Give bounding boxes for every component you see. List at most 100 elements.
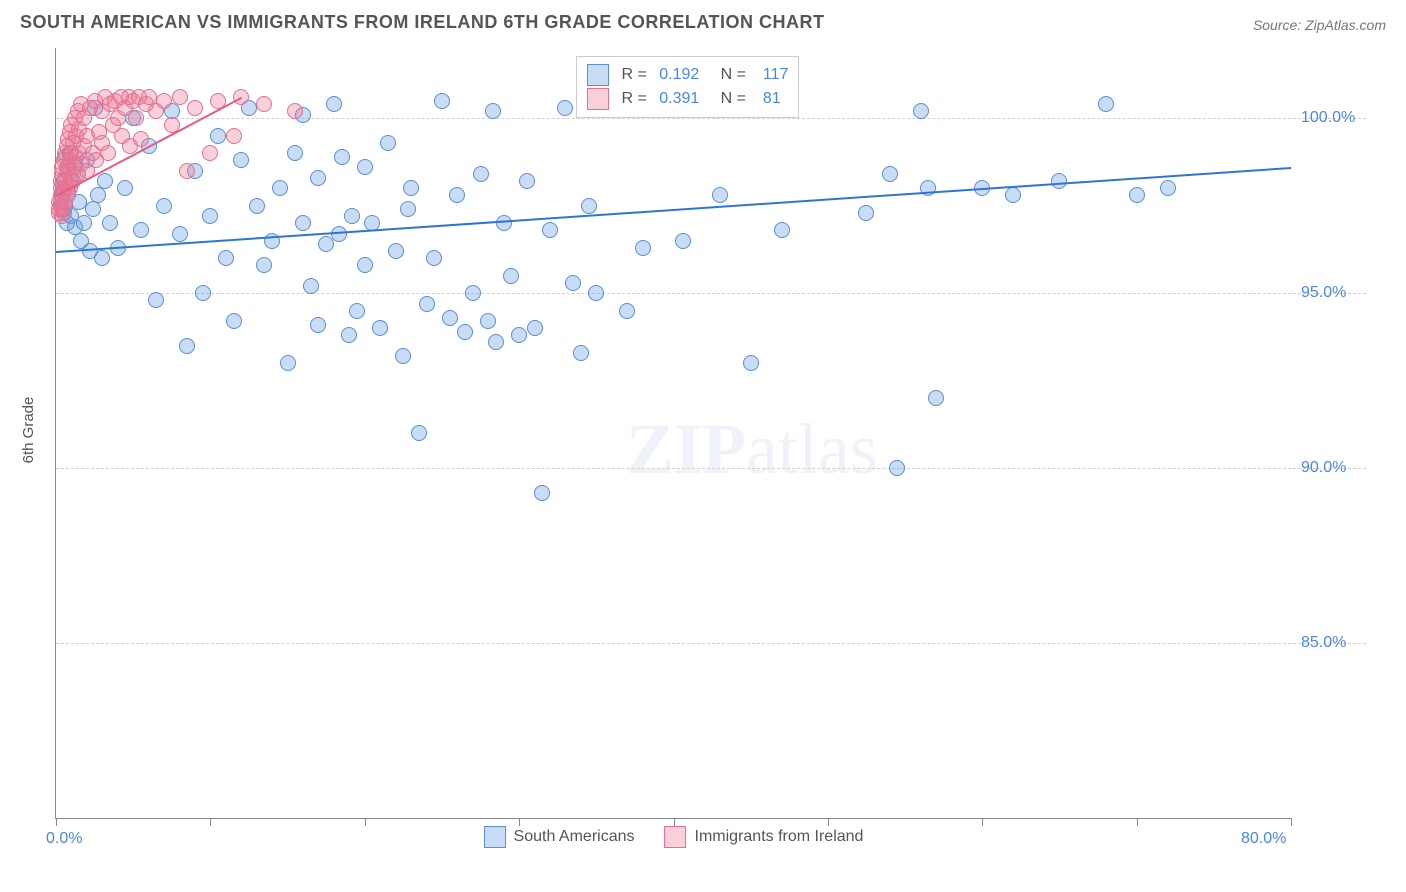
x-tick bbox=[1137, 818, 1138, 826]
data-point bbox=[341, 327, 357, 343]
x-tick bbox=[210, 818, 211, 826]
data-point bbox=[419, 296, 435, 312]
data-point bbox=[202, 208, 218, 224]
data-point bbox=[395, 348, 411, 364]
data-point bbox=[619, 303, 635, 319]
data-point bbox=[372, 320, 388, 336]
y-tick-label: 90.0% bbox=[1301, 459, 1346, 477]
data-point bbox=[156, 93, 172, 109]
data-point bbox=[388, 243, 404, 259]
data-point bbox=[100, 145, 116, 161]
x-tick bbox=[365, 818, 366, 826]
data-point bbox=[380, 135, 396, 151]
data-point bbox=[287, 145, 303, 161]
x-tick-label: 80.0% bbox=[1241, 830, 1286, 848]
data-point bbox=[712, 187, 728, 203]
legend-swatch bbox=[587, 88, 609, 110]
data-point bbox=[179, 338, 195, 354]
data-point bbox=[675, 233, 691, 249]
legend-item: Immigrants from Ireland bbox=[665, 826, 864, 848]
y-tick-label: 85.0% bbox=[1301, 634, 1346, 652]
trend-line bbox=[56, 167, 1291, 253]
data-point bbox=[503, 268, 519, 284]
x-tick-label: 0.0% bbox=[46, 830, 82, 848]
data-point bbox=[913, 103, 929, 119]
x-tick bbox=[1291, 818, 1292, 826]
data-point bbox=[172, 89, 188, 105]
data-point bbox=[85, 201, 101, 217]
data-point bbox=[226, 128, 242, 144]
legend-swatch bbox=[665, 826, 687, 848]
bottom-legend: South AmericansImmigrants from Ireland bbox=[484, 826, 864, 848]
chart-source: Source: ZipAtlas.com bbox=[1253, 17, 1386, 33]
data-point bbox=[774, 222, 790, 238]
data-point bbox=[295, 215, 311, 231]
chart-title: SOUTH AMERICAN VS IMMIGRANTS FROM IRELAN… bbox=[20, 12, 824, 33]
data-point bbox=[488, 334, 504, 350]
stats-legend: R = 0.192 N = 117 R = 0.391 N = 81 bbox=[576, 56, 799, 118]
x-tick bbox=[674, 818, 675, 826]
data-point bbox=[117, 180, 133, 196]
data-point bbox=[249, 198, 265, 214]
data-point bbox=[349, 303, 365, 319]
data-point bbox=[310, 170, 326, 186]
data-point bbox=[202, 145, 218, 161]
data-point bbox=[403, 180, 419, 196]
stats-row: R = 0.192 N = 117 bbox=[587, 63, 788, 87]
data-point bbox=[1051, 173, 1067, 189]
x-tick bbox=[519, 818, 520, 826]
data-point bbox=[187, 100, 203, 116]
data-point bbox=[179, 163, 195, 179]
data-point bbox=[76, 215, 92, 231]
data-point bbox=[256, 96, 272, 112]
data-point bbox=[272, 180, 288, 196]
data-point bbox=[1160, 180, 1176, 196]
chart-container: ZIPatlas 85.0%90.0%95.0%100.0%0.0%80.0% … bbox=[55, 48, 1385, 818]
data-point bbox=[102, 215, 118, 231]
data-point bbox=[882, 166, 898, 182]
data-point bbox=[287, 103, 303, 119]
data-point bbox=[557, 100, 573, 116]
data-point bbox=[473, 166, 489, 182]
data-point bbox=[1005, 187, 1021, 203]
data-point bbox=[480, 313, 496, 329]
plot-area: ZIPatlas 85.0%90.0%95.0%100.0%0.0%80.0% … bbox=[55, 48, 1291, 819]
data-point bbox=[344, 208, 360, 224]
data-point bbox=[172, 226, 188, 242]
data-point bbox=[635, 240, 651, 256]
legend-label: Immigrants from Ireland bbox=[695, 828, 864, 846]
data-point bbox=[133, 222, 149, 238]
data-point bbox=[90, 187, 106, 203]
data-point bbox=[426, 250, 442, 266]
grid-line bbox=[56, 118, 1366, 119]
data-point bbox=[310, 317, 326, 333]
x-tick bbox=[56, 818, 57, 826]
x-tick bbox=[828, 818, 829, 826]
data-point bbox=[465, 285, 481, 301]
data-point bbox=[226, 313, 242, 329]
data-point bbox=[326, 96, 342, 112]
data-point bbox=[485, 103, 501, 119]
data-point bbox=[588, 285, 604, 301]
data-point bbox=[457, 324, 473, 340]
data-point bbox=[195, 285, 211, 301]
y-tick-label: 100.0% bbox=[1301, 109, 1355, 127]
data-point bbox=[496, 215, 512, 231]
data-point bbox=[256, 257, 272, 273]
y-tick-label: 95.0% bbox=[1301, 284, 1346, 302]
data-point bbox=[442, 310, 458, 326]
data-point bbox=[511, 327, 527, 343]
data-point bbox=[357, 257, 373, 273]
data-point bbox=[889, 460, 905, 476]
data-point bbox=[858, 205, 874, 221]
data-point bbox=[573, 345, 589, 361]
data-point bbox=[519, 173, 535, 189]
data-point bbox=[400, 201, 416, 217]
data-point bbox=[411, 425, 427, 441]
legend-swatch bbox=[587, 64, 609, 86]
data-point bbox=[128, 110, 144, 126]
stats-row: R = 0.391 N = 81 bbox=[587, 87, 788, 111]
data-point bbox=[94, 250, 110, 266]
y-axis-label: 6th Grade bbox=[20, 397, 37, 464]
data-point bbox=[97, 173, 113, 189]
